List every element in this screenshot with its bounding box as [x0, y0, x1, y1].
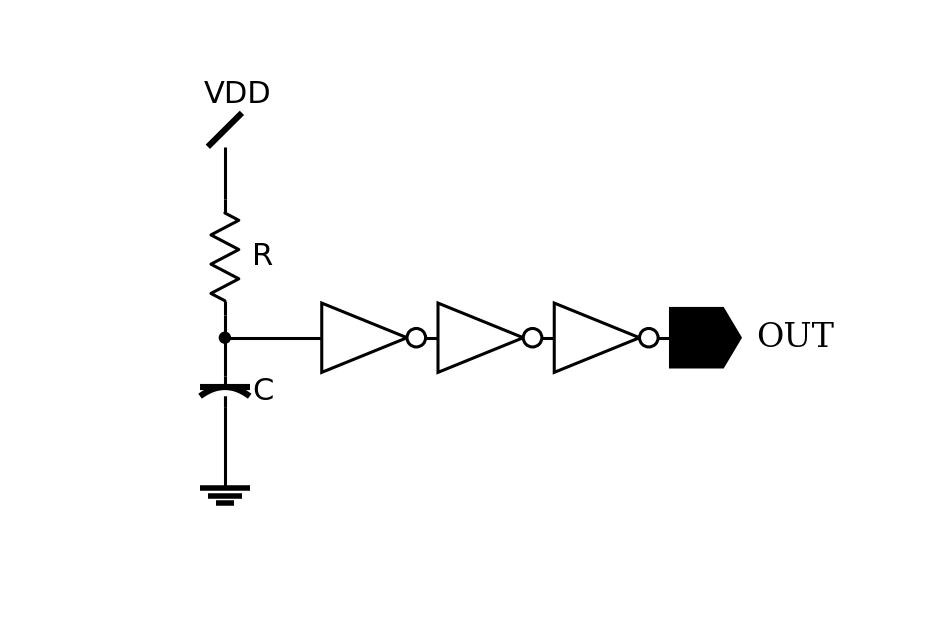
Text: C: C — [252, 377, 274, 406]
Circle shape — [640, 328, 658, 347]
Text: R: R — [252, 242, 274, 272]
Circle shape — [523, 328, 542, 347]
Text: VDD: VDD — [204, 80, 272, 109]
Polygon shape — [554, 303, 640, 373]
Polygon shape — [438, 303, 523, 373]
Polygon shape — [322, 303, 407, 373]
Circle shape — [407, 328, 425, 347]
Circle shape — [219, 332, 231, 344]
Text: OUT: OUT — [756, 321, 834, 354]
Polygon shape — [670, 309, 740, 367]
